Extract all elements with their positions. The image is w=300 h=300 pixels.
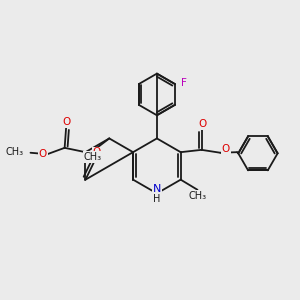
Text: O: O [62, 117, 70, 127]
Text: F: F [181, 78, 187, 88]
Text: CH₃: CH₃ [5, 147, 23, 157]
Text: N: N [153, 184, 161, 194]
Text: H: H [153, 194, 161, 204]
Text: O: O [93, 148, 101, 158]
Text: O: O [199, 119, 207, 129]
Text: CH₃: CH₃ [84, 152, 102, 162]
Text: O: O [221, 144, 230, 154]
Text: CH₃: CH₃ [189, 191, 207, 201]
Text: O: O [38, 149, 47, 160]
